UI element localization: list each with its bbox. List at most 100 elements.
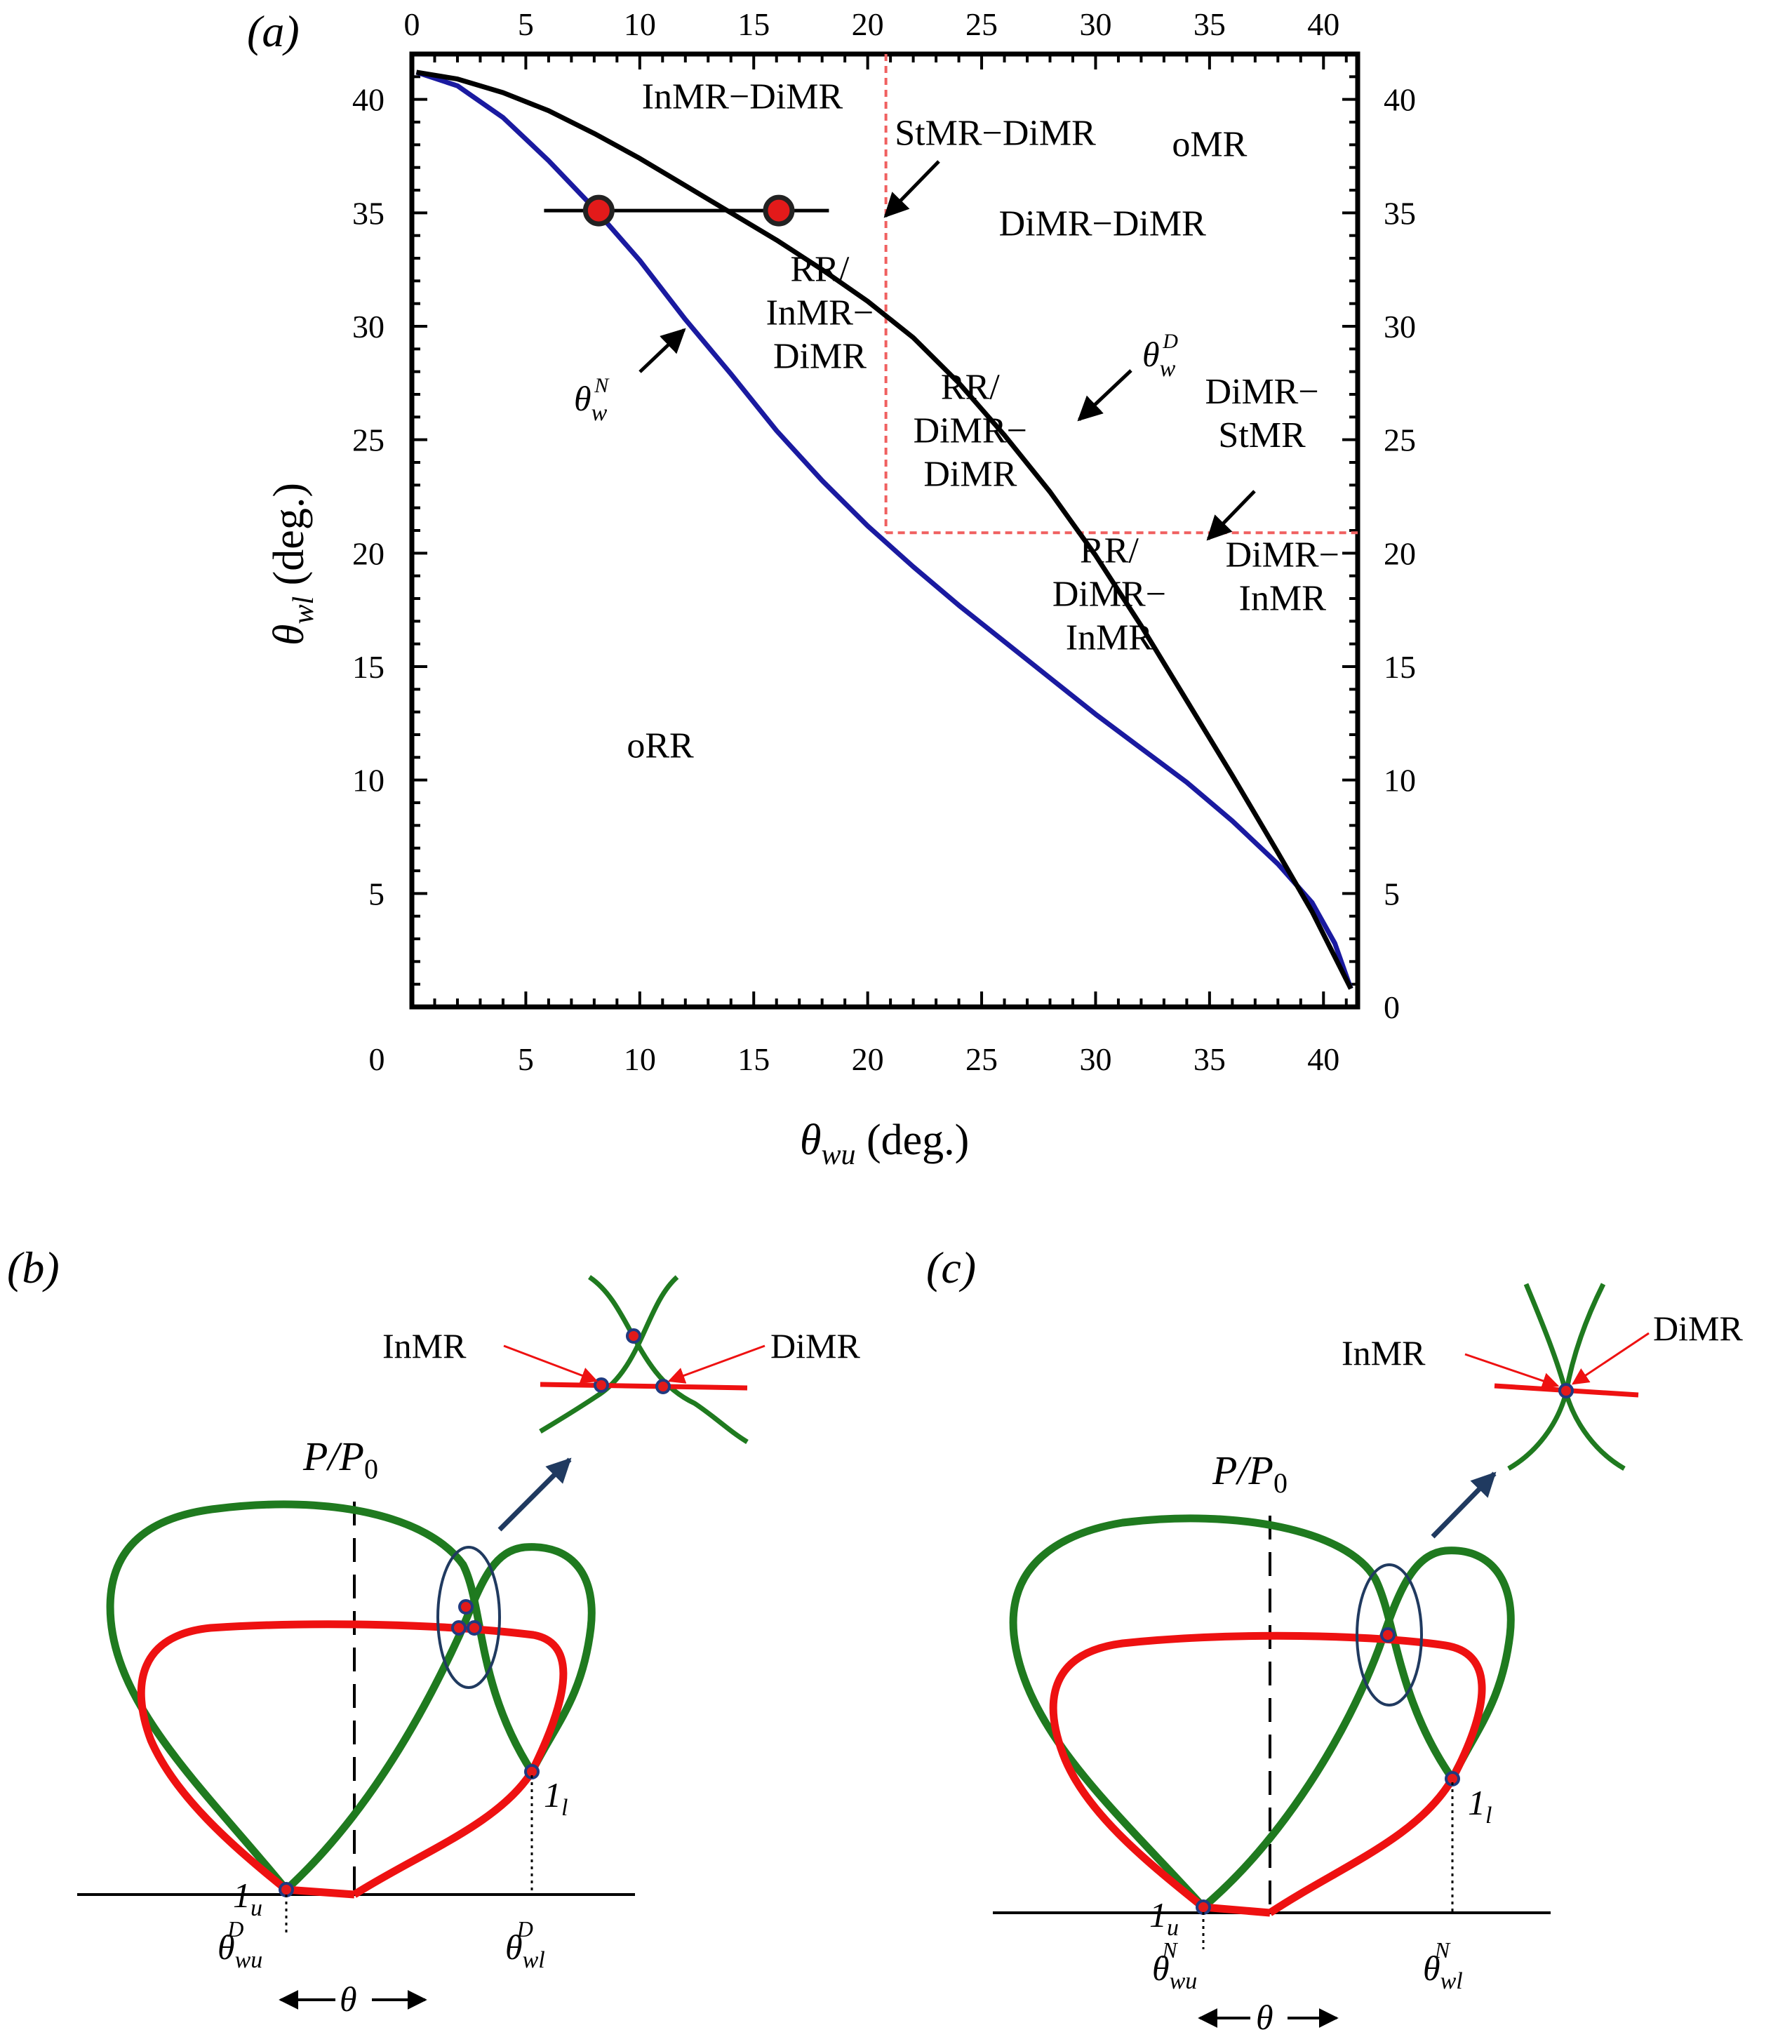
inset-dimr-arrow-b: [667, 1344, 765, 1384]
theta-d-label: θwD: [1142, 330, 1178, 382]
inset-inmr-point-b: [594, 1377, 609, 1393]
upper-green-polar: [106, 1500, 535, 1892]
region-label: DiMR− StMR: [1205, 372, 1318, 455]
point-1u-b: [279, 1882, 294, 1897]
y-tick-label: 15: [352, 649, 385, 685]
y-axis-label: θwl (deg.): [265, 483, 320, 646]
upper-red-polar-c: [1049, 1631, 1486, 1911]
series-line-theta-n: [415, 69, 1353, 990]
pressure-axis-label: P/P0: [302, 1434, 378, 1485]
region-label: RR/DiMR− InMR: [1052, 530, 1166, 657]
theta-n-arrow: [638, 328, 686, 373]
zoom-arrow-b: [497, 1457, 572, 1532]
right-tick-labels: 0 5 10 15 20 25 30 35 40: [1384, 82, 1416, 1025]
theta-d-arrow: [1077, 369, 1132, 422]
inset-inmr-label-c: InMR: [1342, 1333, 1426, 1372]
region-label: RR/DiMR− DiMR: [914, 367, 1027, 494]
x-tick-label: 25: [965, 1041, 998, 1077]
top-x-tick-label: 30: [1079, 6, 1111, 42]
inset-merged-point-c: [1558, 1383, 1574, 1398]
top-x-tick-label: 40: [1307, 6, 1339, 42]
x-tick-label: 20: [852, 1041, 884, 1077]
region-label: oMR: [1172, 125, 1247, 165]
angle-upper-c: θwuN: [1152, 1937, 1197, 1994]
angle-lower-b: θwlD: [505, 1916, 545, 1973]
top-x-tick-label: 20: [852, 6, 884, 42]
upper-red-polar: [137, 1620, 568, 1893]
shock-polar-diagram-c: P/P0 1u 1l θwuN θwlN θ InMR DiMR: [993, 1283, 1743, 2037]
right-y-tick-label: 10: [1384, 763, 1416, 799]
inset-green-2-b: [539, 1275, 679, 1434]
region-label: DiMR−DiMR: [999, 204, 1206, 244]
top-x-tick-label: 0: [404, 6, 420, 42]
theta-d-annotation: θwD: [1077, 330, 1178, 422]
top-x-tick-label: 25: [965, 6, 998, 42]
series-line-theta-d: [415, 69, 1353, 990]
inset-b: InMR DiMR: [382, 1275, 860, 1445]
lower-green-polar-c: [1201, 1547, 1515, 1911]
y-tick-label: 20: [352, 535, 385, 571]
region-label: oRR: [627, 726, 694, 766]
x-tick-label: 10: [624, 1041, 656, 1077]
angle-upper-b: θwuD: [218, 1916, 262, 1973]
regime-boundaries: [884, 54, 1358, 535]
dimr-point: [467, 1620, 482, 1636]
inset-inmr-label-b: InMR: [382, 1326, 467, 1365]
data-marker: [582, 194, 615, 227]
inset-dimr-label-b: DiMR: [770, 1326, 860, 1365]
panel-label-b: (b): [7, 1243, 60, 1292]
top-x-tick-label: 5: [518, 6, 534, 42]
right-y-tick-label: 25: [1384, 422, 1416, 458]
series-lines: [415, 69, 1353, 990]
y-tick-label: 35: [352, 195, 385, 231]
merged-point-c: [1380, 1627, 1396, 1643]
inset-green-1-b: [588, 1275, 749, 1445]
dimr-stmr-arrow: [1206, 490, 1256, 541]
shock-polar-diagram-b: P/P0 1u 1l θwuD θwlD θ: [77, 1275, 860, 2019]
right-y-tick-label: 40: [1384, 82, 1416, 118]
panel-label-a: (a): [247, 6, 300, 56]
pressure-axis-label-c: P/P0: [1212, 1448, 1288, 1499]
inset-inmr-arrow-c: [1464, 1353, 1560, 1389]
label-1l-c: 1l: [1468, 1783, 1492, 1829]
inset-dimr-arrow-c: [1572, 1332, 1650, 1385]
marker-group: [544, 194, 829, 227]
y-tick-label: 40: [352, 82, 385, 118]
label-1l-b: 1l: [544, 1775, 568, 1821]
bottom-tick-labels: 0 5 10 15 20 25 30 35 40: [369, 1041, 1340, 1077]
data-marker: [763, 194, 795, 227]
zoom-arrow-c: [1431, 1471, 1497, 1539]
angle-lower-c: θwlN: [1423, 1937, 1463, 1994]
region-labels: InMR−DiMR StMR−DiMR oMR DiMR−DiMR RR/InMR− Di…: [627, 77, 1339, 766]
top-x-tick-label: 15: [737, 6, 770, 42]
inset-inmr-arrow-b: [503, 1344, 599, 1384]
x-tick-label: 35: [1193, 1041, 1226, 1077]
label-1u-c: 1u: [1149, 1895, 1179, 1941]
top-tick-labels: 0 5 10 15 20 25 30 35 40: [404, 6, 1340, 42]
stmr-dimr-arrow: [883, 160, 940, 218]
theta-b: θ: [340, 1979, 357, 2019]
right-y-tick-label: 30: [1384, 309, 1416, 345]
panel-label-c: (c): [926, 1243, 976, 1292]
lower-red-polar-c: [1267, 1777, 1456, 1916]
inmr-point: [451, 1620, 467, 1636]
red-link-c: [1203, 1903, 1271, 1917]
right-y-tick-label: 5: [1384, 876, 1400, 911]
red-link: [286, 1885, 355, 1899]
y-tick-label: 30: [352, 309, 385, 345]
y-tick-label: 5: [368, 876, 385, 911]
right-y-tick-label: 35: [1384, 195, 1416, 231]
inset-red-b: [540, 1382, 748, 1391]
right-y-tick-label: 15: [1384, 649, 1416, 685]
y-tick-label: 10: [352, 763, 385, 799]
top-x-tick-label: 10: [624, 6, 656, 42]
region-label: DiMR− InMR: [1226, 535, 1339, 619]
x-axis-label: θwu (deg.): [800, 1116, 969, 1171]
x-tick-label: 0: [369, 1041, 385, 1077]
top-x-tick-label: 35: [1193, 6, 1226, 42]
point-1u-c: [1196, 1899, 1211, 1915]
left-tick-labels: 5 10 15 20 25 30 35 40: [352, 82, 385, 912]
lower-red-polar: [352, 1770, 535, 1898]
tick-group: [410, 53, 1358, 1008]
